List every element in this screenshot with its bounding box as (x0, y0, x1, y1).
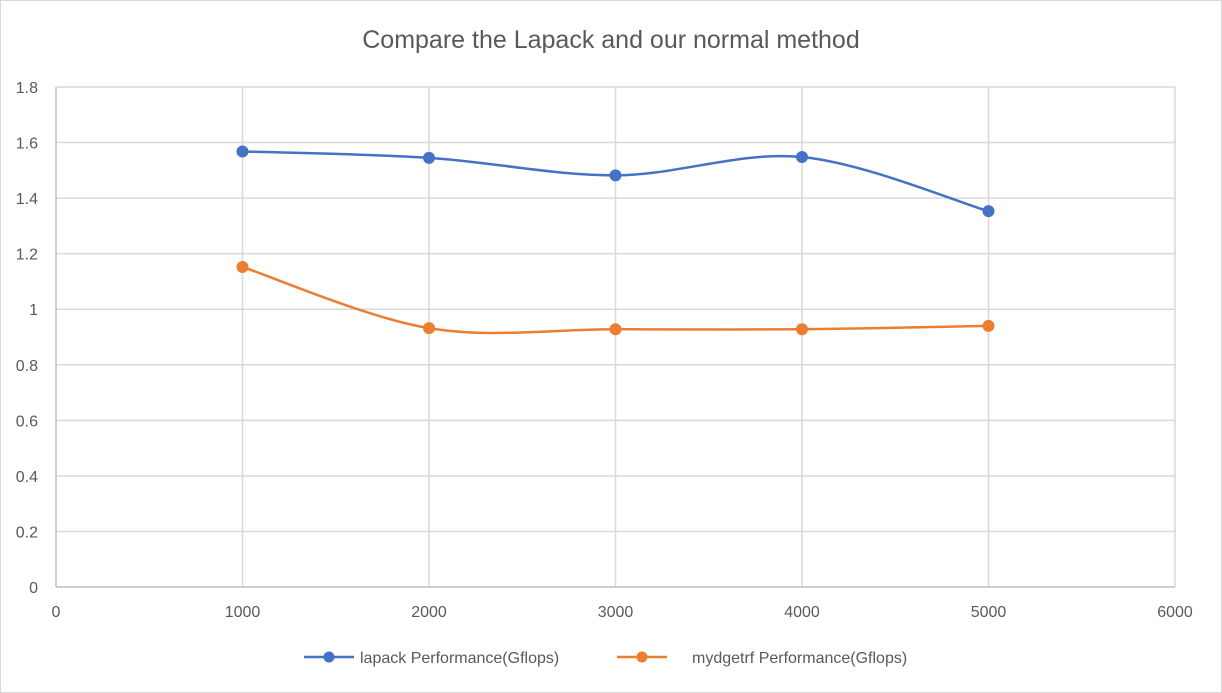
x-tick-labels: 0 1000 2000 3000 4000 5000 6000 (52, 604, 1193, 621)
x-tick-label: 3000 (598, 604, 634, 621)
legend-label: lapack Performance(Gflops) (360, 650, 559, 667)
y-tick-label: 0.6 (16, 413, 38, 430)
gridlines (56, 86, 1176, 587)
y-tick-label: 1.6 (16, 136, 38, 153)
data-point-series-2 (236, 261, 249, 273)
x-tick-label: 0 (52, 604, 61, 621)
x-tick-label: 1000 (225, 604, 261, 621)
legend-marker (323, 651, 335, 663)
y-tick-label: 1 (29, 302, 38, 319)
series-points (236, 145, 995, 336)
x-tick-label: 4000 (784, 604, 820, 621)
y-tick-label: 1.2 (16, 247, 38, 264)
data-point-series-1 (982, 205, 995, 218)
x-tick-label: 2000 (411, 604, 447, 621)
x-tick-label: 6000 (1157, 604, 1193, 621)
legend-marker (636, 651, 648, 663)
data-point-series-1 (423, 151, 435, 164)
data-point-series-1 (609, 169, 622, 182)
y-tick-label: 1.4 (16, 191, 38, 208)
x-tick-label: 5000 (971, 604, 1007, 621)
y-tick-label: 1.8 (16, 80, 38, 97)
data-point-series-1 (236, 145, 249, 158)
y-tick-label: 0.2 (16, 524, 38, 541)
data-point-series-2 (982, 319, 995, 332)
legend-label: mydgetrf Performance(Gflops) (692, 650, 907, 667)
y-tick-label: 0.8 (16, 358, 38, 375)
y-tick-label: 0.4 (16, 469, 38, 486)
chart-title: Compare the Lapack and our normal method (362, 26, 860, 54)
data-point-series-2 (423, 322, 435, 335)
data-point-series-1 (796, 151, 808, 163)
axes (55, 87, 1175, 588)
legend: lapack Performance(Gflops) mydgetrf Perfo… (304, 650, 907, 667)
data-point-series-2 (609, 323, 622, 336)
y-tick-labels: 0 0.2 0.4 0.6 0.8 1 1.2 1.4 1.6 1.8 (16, 80, 38, 597)
y-tick-label: 0 (29, 580, 38, 597)
data-point-series-2 (796, 323, 808, 336)
